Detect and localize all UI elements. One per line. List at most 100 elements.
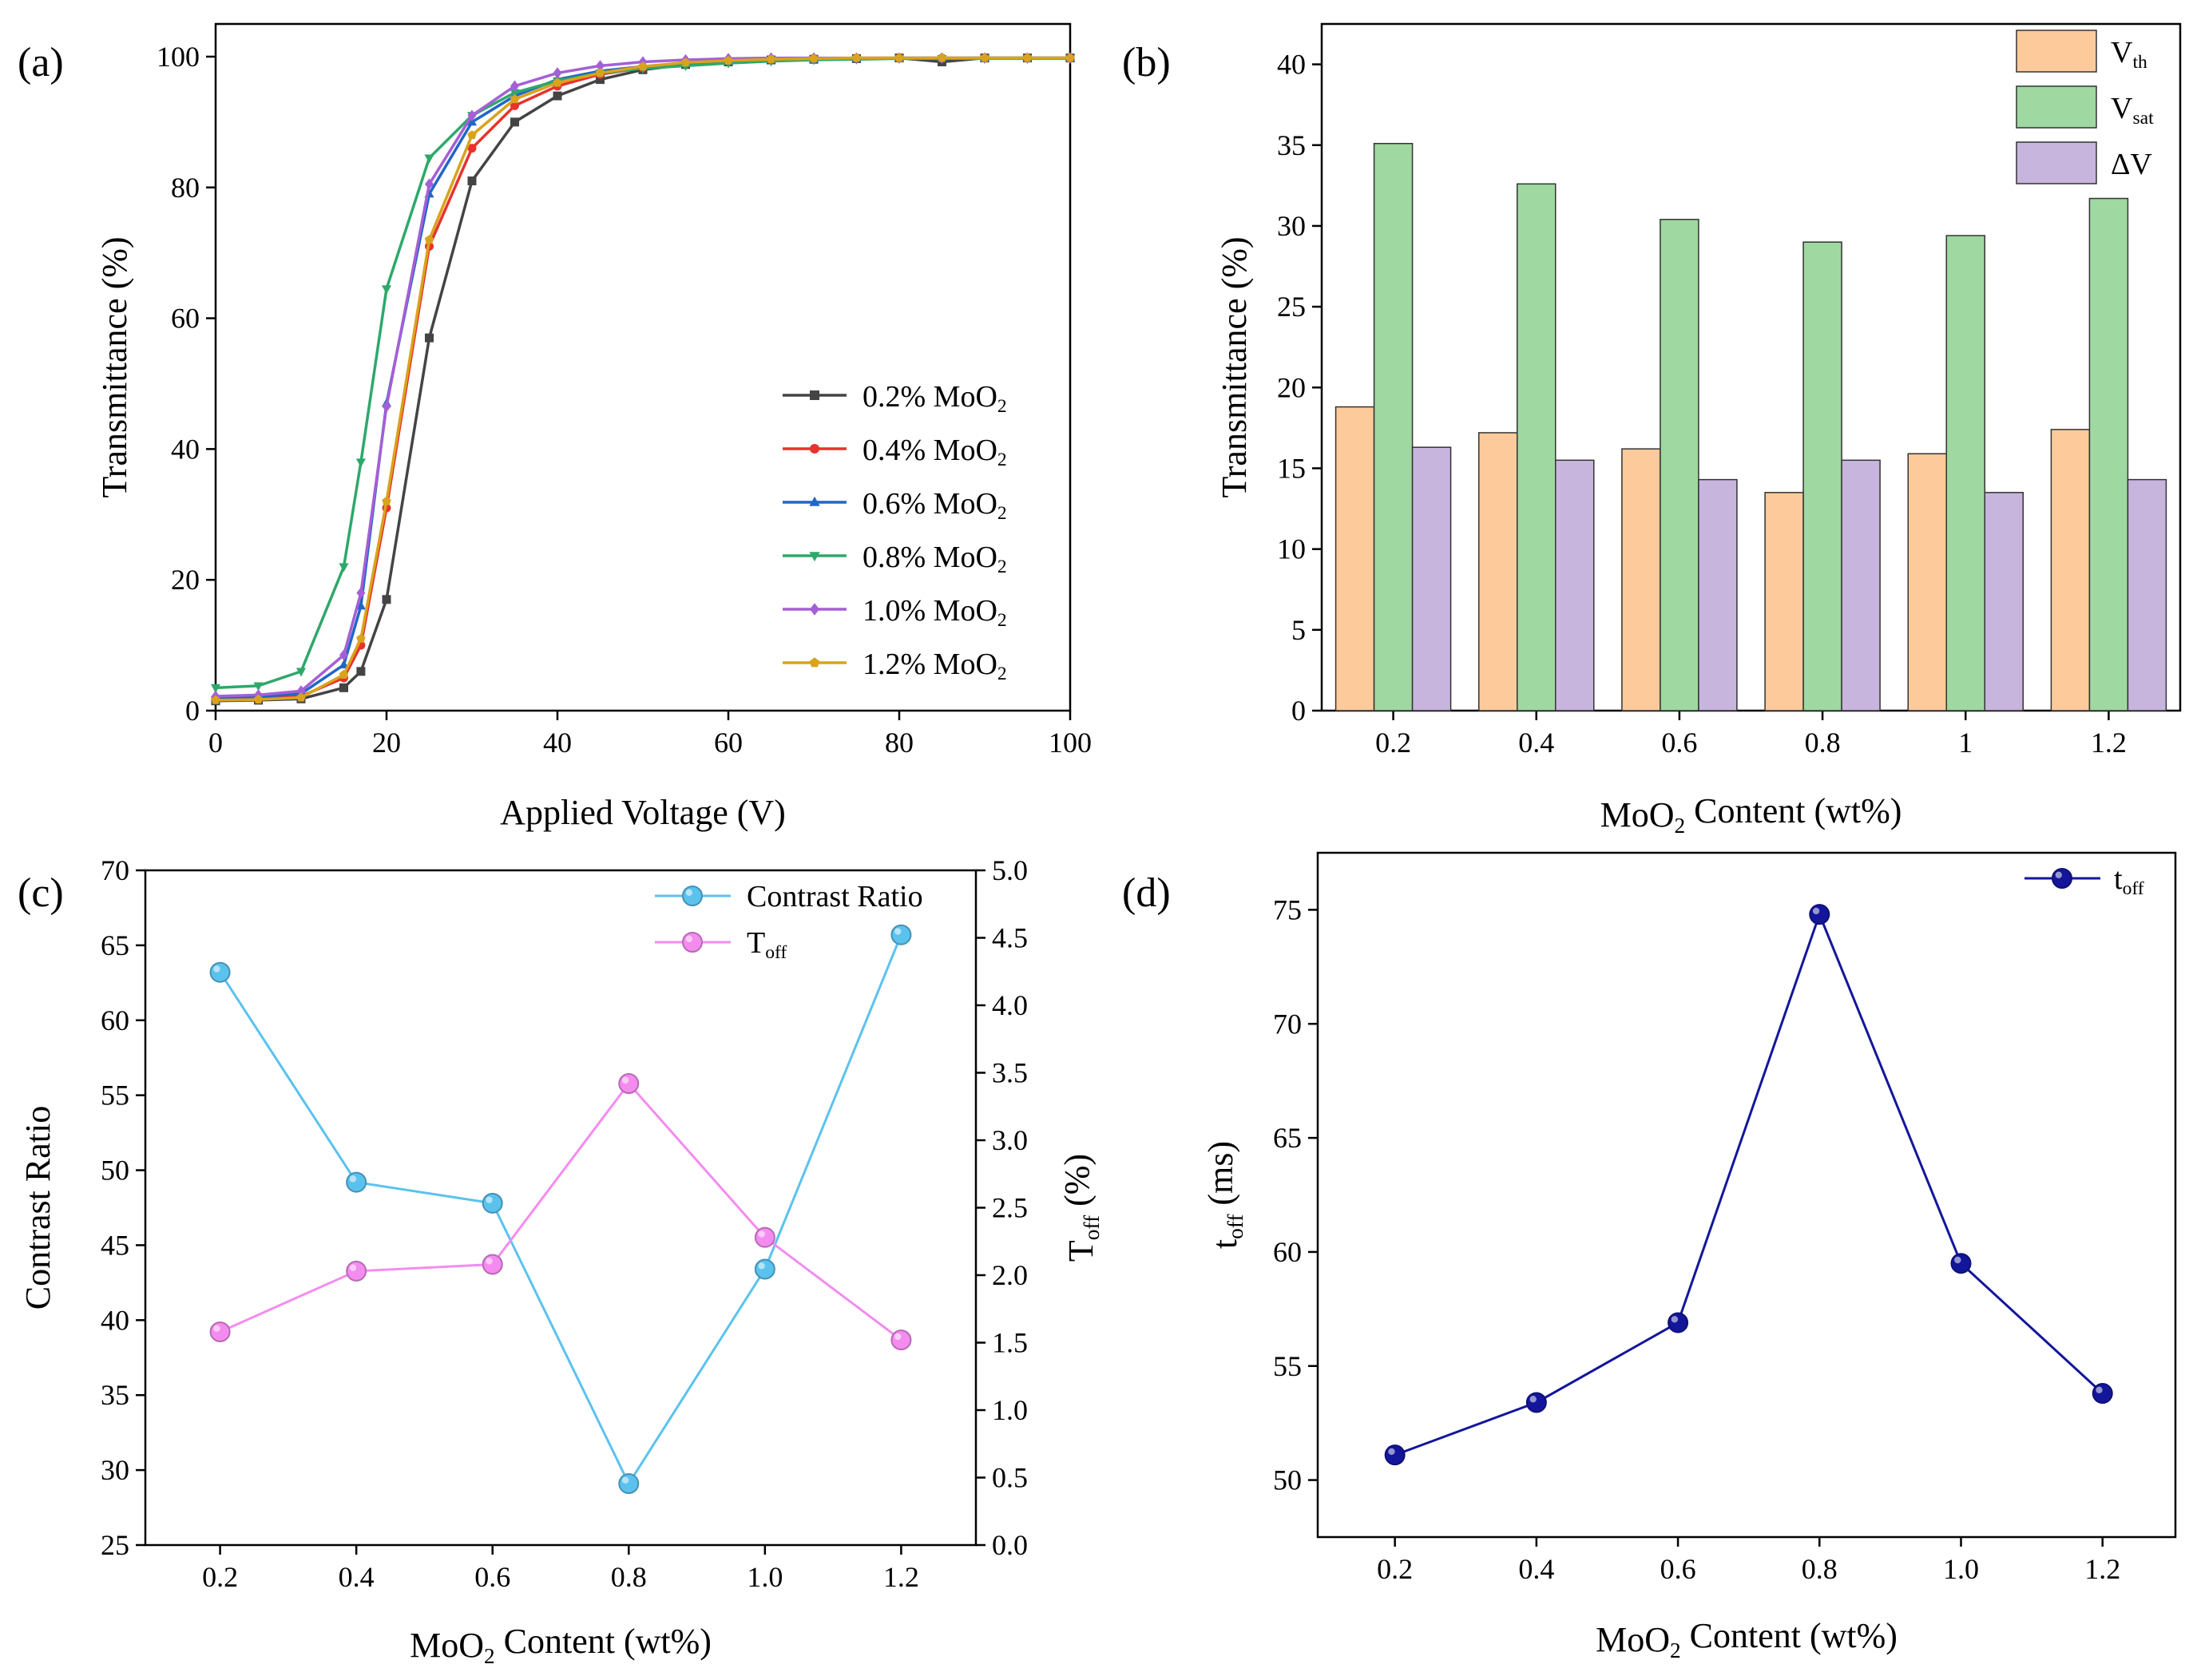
data-point [209, 1321, 231, 1342]
legend-marker [810, 444, 819, 454]
x-tick-label: 1.2 [2091, 727, 2127, 759]
y-tick-label: 20 [171, 564, 200, 596]
data-point [680, 57, 691, 67]
legend-entry-main: 0.8% MoO [863, 541, 997, 574]
bar [1621, 448, 1661, 711]
legend-marker-body [2052, 868, 2072, 889]
data-point [356, 633, 366, 643]
x-tick-label: 0.6 [474, 1561, 510, 1593]
legend-entry-main: V [2111, 92, 2133, 125]
x-tick-label: 0.6 [1660, 1553, 1696, 1585]
bar [1984, 492, 2024, 711]
data-point-highlight [349, 1264, 357, 1271]
data-point [809, 53, 819, 63]
y-tick-label: 15 [1277, 452, 1306, 484]
x-tick-label: 20 [372, 727, 401, 759]
x-tick-label: 1.0 [1943, 1553, 1979, 1585]
data-point [356, 667, 366, 676]
bar [1802, 241, 1842, 711]
data-point-body [209, 961, 231, 983]
y-axis-label-main: t [1205, 1239, 1244, 1249]
data-point [510, 80, 519, 92]
legend-marker [682, 886, 703, 906]
x-axis-label-post: Content (wt%) [1685, 791, 1902, 830]
data-point-body [2092, 1383, 2113, 1405]
data-point [1525, 1392, 1547, 1413]
y2-tick-label: 1.0 [992, 1394, 1028, 1426]
legend-swatch [2016, 85, 2097, 129]
x-axis-label: MoO2 Content (wt%) [410, 1622, 712, 1668]
data-point [1809, 904, 1830, 925]
data-point-body [890, 1329, 912, 1351]
data-point-body [890, 924, 912, 945]
x-tick-label: 0.2 [202, 1561, 238, 1593]
data-point [210, 683, 221, 693]
data-point [425, 333, 434, 343]
data-point [425, 178, 434, 190]
legend-entry-sub: off [2123, 878, 2144, 899]
data-point-highlight [758, 1262, 765, 1270]
x-tick-label: 0.6 [1661, 727, 1697, 759]
series-0 [1384, 904, 2113, 1466]
data-point [724, 55, 733, 65]
data-point-highlight [486, 1258, 493, 1265]
legend-marker [809, 552, 820, 562]
data-point-body [754, 1258, 775, 1280]
data-point [596, 75, 605, 85]
legend-marker [682, 932, 703, 953]
data-point [890, 924, 912, 945]
legend-entry-main: ΔV [2111, 148, 2152, 181]
panel-d-letter: (d) [1122, 870, 1171, 916]
panel-c-chart: 0.2 0.4 0.6 0.8 1.0 1.2 25 30 35 40 45 50 55 60 65 70 0.… [18, 854, 1104, 1668]
data-point [382, 595, 391, 604]
y-tick-label: 60 [1273, 1236, 1302, 1268]
y-tick-label: 25 [101, 1529, 129, 1561]
data-point [346, 1171, 367, 1193]
data-point [754, 1226, 775, 1248]
data-point [209, 961, 231, 983]
y2-tick-label: 1.5 [992, 1327, 1028, 1359]
data-point-body [1525, 1392, 1547, 1413]
data-point [467, 130, 477, 140]
y-tick-label: 40 [101, 1304, 129, 1336]
y-tick-label: 70 [101, 854, 129, 886]
data-point [424, 235, 434, 244]
data-point [356, 587, 366, 599]
data-point-highlight [758, 1230, 765, 1238]
data-point [253, 682, 264, 691]
y-tick-label: 10 [1277, 533, 1306, 565]
x-tick-label: 1.2 [2084, 1553, 2120, 1585]
x-axis-label: Applied Voltage (V) [500, 793, 786, 832]
data-point-highlight [894, 1333, 902, 1341]
data-point [296, 685, 306, 697]
y-tick-label: 30 [1277, 210, 1306, 242]
x-axis-label-sub: 2 [1670, 1638, 1681, 1662]
panel-c-frame [144, 869, 978, 1547]
y-tick-label: 75 [1273, 893, 1302, 925]
data-point-highlight [621, 1076, 629, 1084]
legend-entry: Vth [2111, 36, 2147, 73]
legend-marker-highlight [685, 935, 692, 943]
data-point-highlight [213, 965, 220, 973]
panel-b-chart: 0.2 0.4 0.6 0.8 1 1.2 0 5 10 15 20 25 30 35 40 MoO2 Con… [1215, 22, 2182, 838]
legend-marker [2052, 868, 2072, 889]
legend-entry-main: T [747, 926, 765, 960]
bar [1555, 459, 1595, 711]
panel-d-chart: 0.2 0.4 0.6 0.8 1.0 1.2 50 55 60 65 70 75 MoO2 Conte… [1201, 851, 2177, 1662]
panel-b-frame [1320, 22, 2182, 712]
legend-entry-main: 0.4% MoO [863, 434, 997, 467]
bar [1660, 219, 1699, 711]
data-point [355, 458, 366, 468]
data-point-highlight [1671, 1316, 1679, 1323]
legend-marker [809, 496, 820, 506]
legend-entry-main: V [2111, 36, 2133, 69]
y2-tick-label: 3.0 [992, 1124, 1028, 1156]
data-point [382, 400, 391, 413]
legend-entry-sub: off [765, 942, 787, 963]
data-point [553, 77, 562, 87]
data-point-highlight [1954, 1256, 1961, 1264]
data-point-highlight [2096, 1386, 2103, 1394]
data-point [424, 154, 434, 164]
x-tick-label: 0.8 [1805, 727, 1841, 759]
